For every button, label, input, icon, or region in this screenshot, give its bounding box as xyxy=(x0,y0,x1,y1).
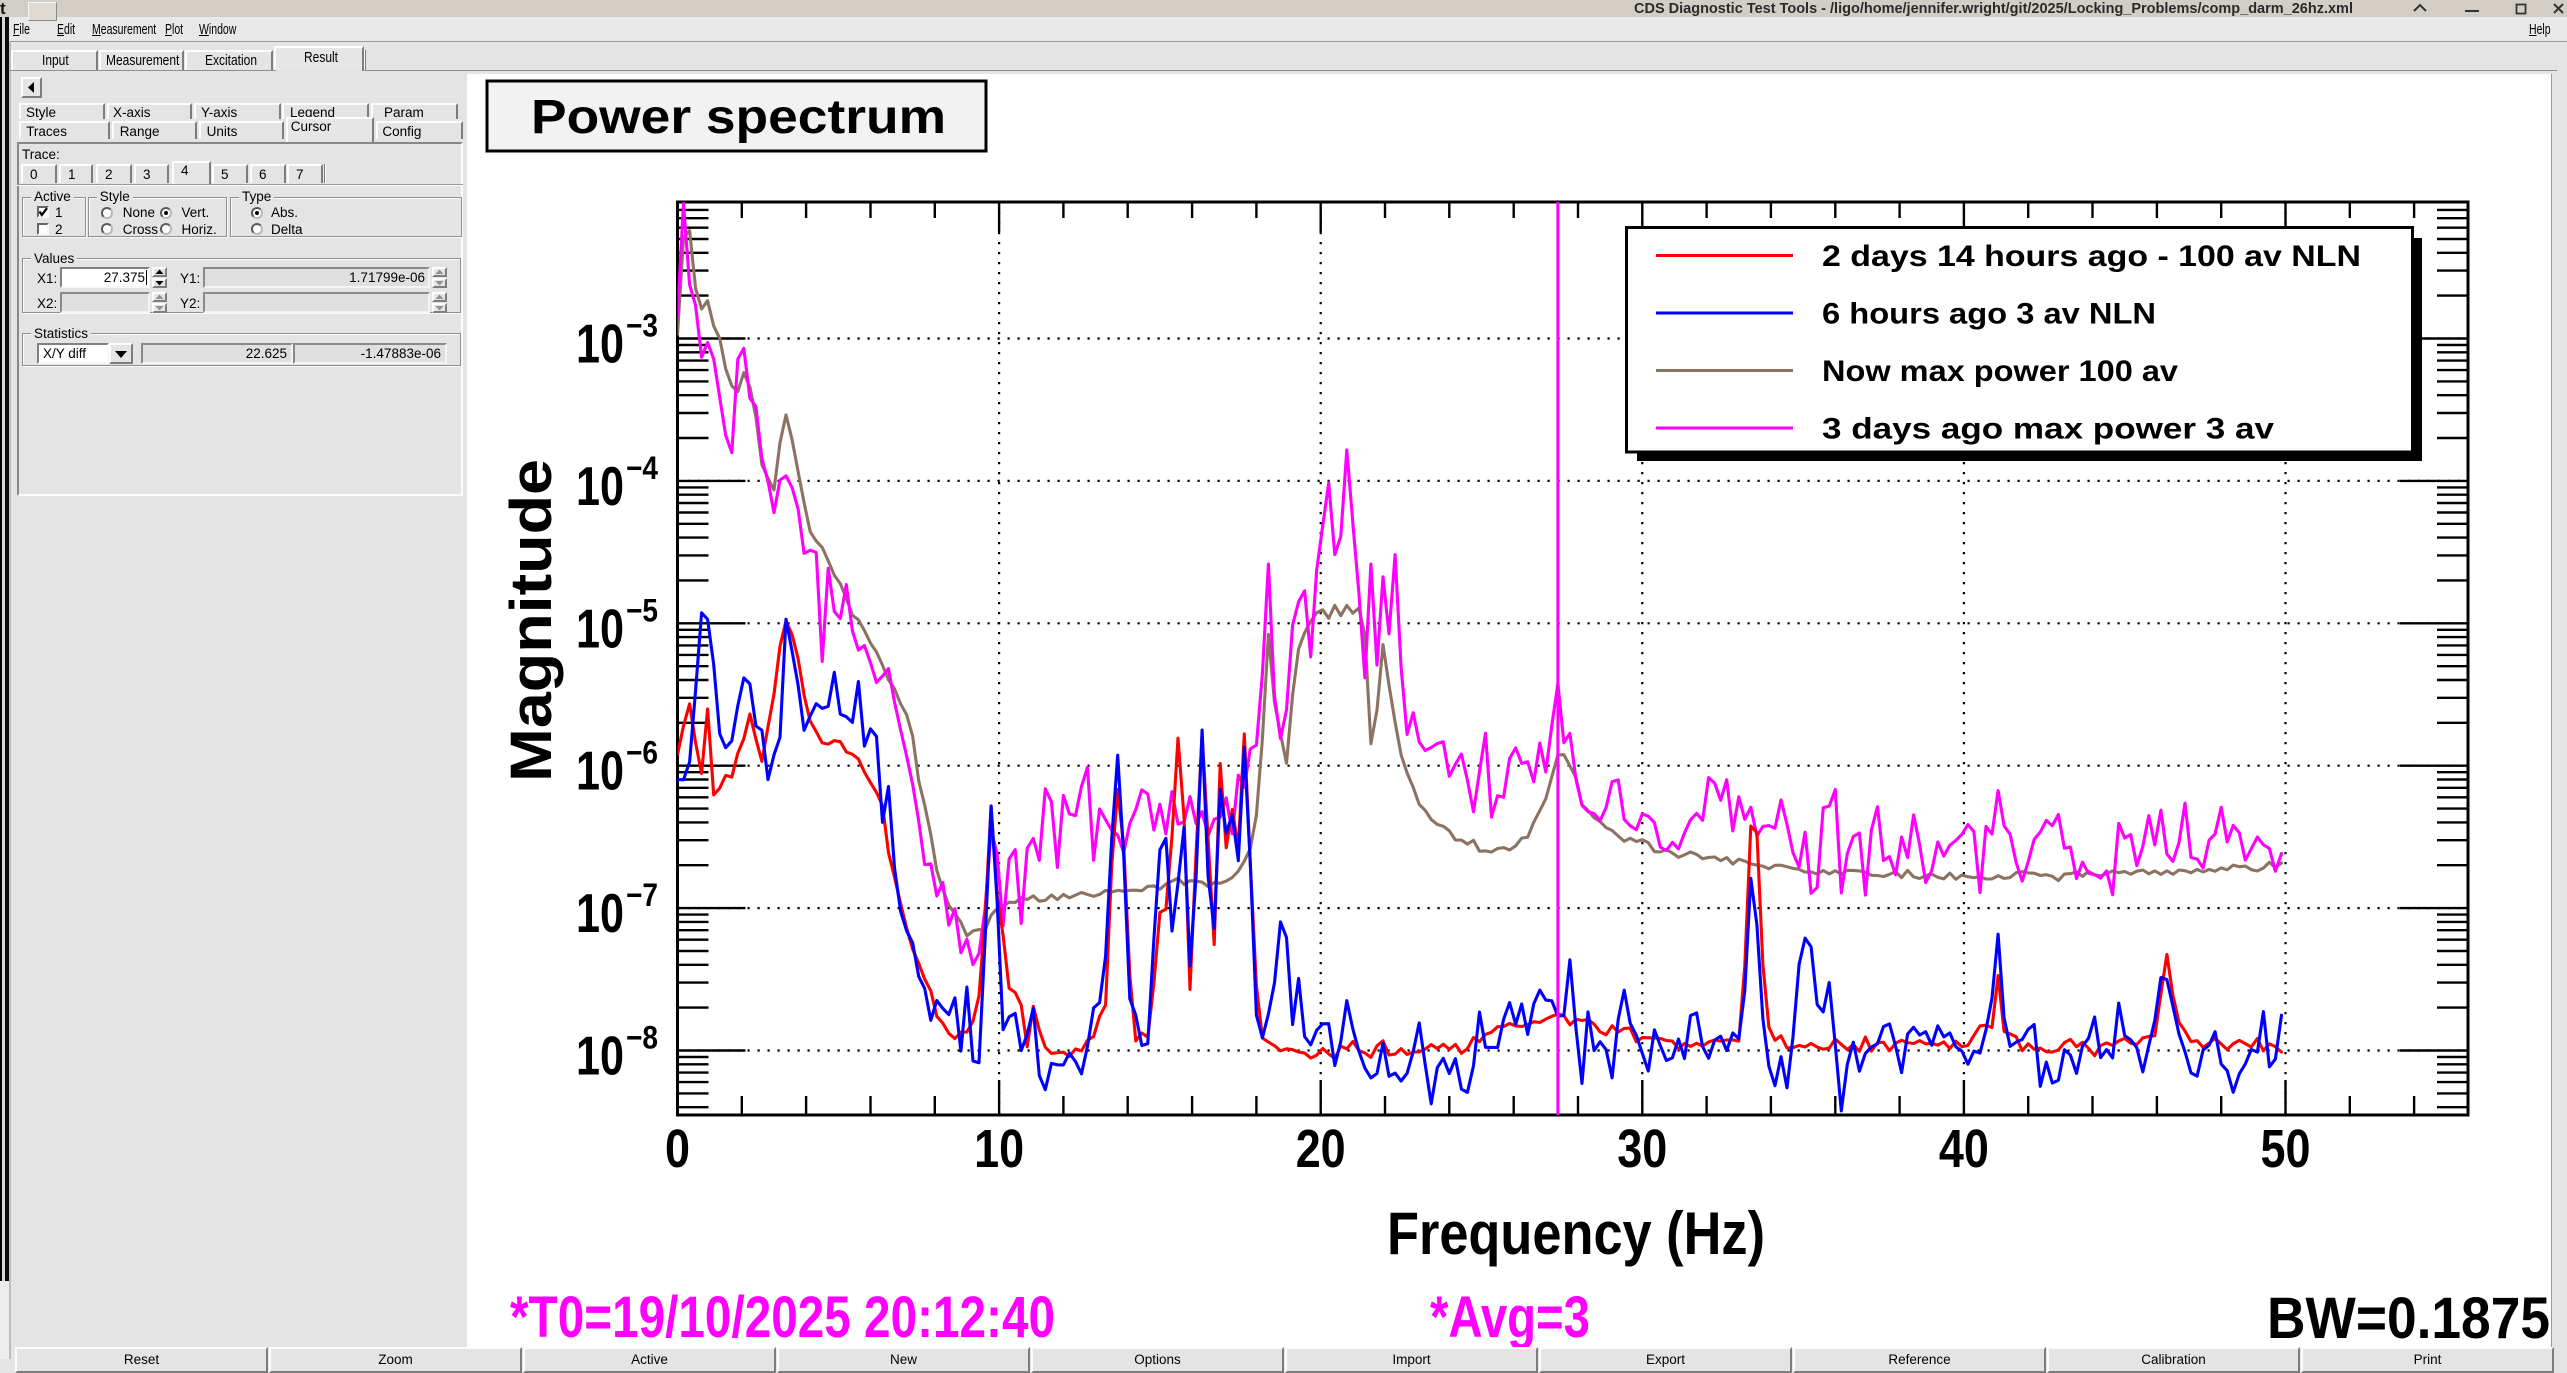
svg-text:BW=0.1875: BW=0.1875 xyxy=(2267,1286,2550,1348)
svg-text:40: 40 xyxy=(1939,1119,1989,1179)
svg-text:Power spectrum: Power spectrum xyxy=(531,91,946,144)
svg-text:*Avg=3: *Avg=3 xyxy=(1430,1285,1590,1348)
svg-text:0: 0 xyxy=(665,1119,690,1179)
svg-text:10: 10 xyxy=(576,1025,624,1087)
svg-text:Magnitude: Magnitude xyxy=(499,459,564,782)
svg-text:−7: −7 xyxy=(626,877,658,913)
svg-text:Frequency (Hz): Frequency (Hz) xyxy=(1387,1200,1765,1267)
svg-text:10: 10 xyxy=(576,740,624,802)
svg-text:10: 10 xyxy=(576,455,624,517)
svg-text:10: 10 xyxy=(576,597,624,659)
svg-text:−4: −4 xyxy=(626,450,658,486)
svg-text:*T0=19/10/2025 20:12:40: *T0=19/10/2025 20:12:40 xyxy=(510,1285,1055,1348)
svg-text:20: 20 xyxy=(1296,1119,1346,1179)
svg-text:10: 10 xyxy=(576,313,624,375)
svg-text:10: 10 xyxy=(974,1119,1024,1179)
svg-text:−8: −8 xyxy=(626,1020,658,1056)
svg-text:50: 50 xyxy=(2261,1119,2311,1179)
svg-text:30: 30 xyxy=(1617,1119,1667,1179)
svg-text:−3: −3 xyxy=(626,308,658,344)
svg-text:−5: −5 xyxy=(626,592,658,628)
svg-text:2 days 14 hours ago - 100 av N: 2 days 14 hours ago - 100 av NLN xyxy=(1822,240,2361,273)
svg-text:3 days ago max power 3 av: 3 days ago max power 3 av xyxy=(1822,413,2274,446)
svg-text:−6: −6 xyxy=(626,735,658,771)
svg-text:10: 10 xyxy=(576,882,624,944)
svg-text:6 hours ago 3 av NLN: 6 hours ago 3 av NLN xyxy=(1822,298,2156,331)
svg-text:Now max power 100 av: Now max power 100 av xyxy=(1822,355,2178,388)
